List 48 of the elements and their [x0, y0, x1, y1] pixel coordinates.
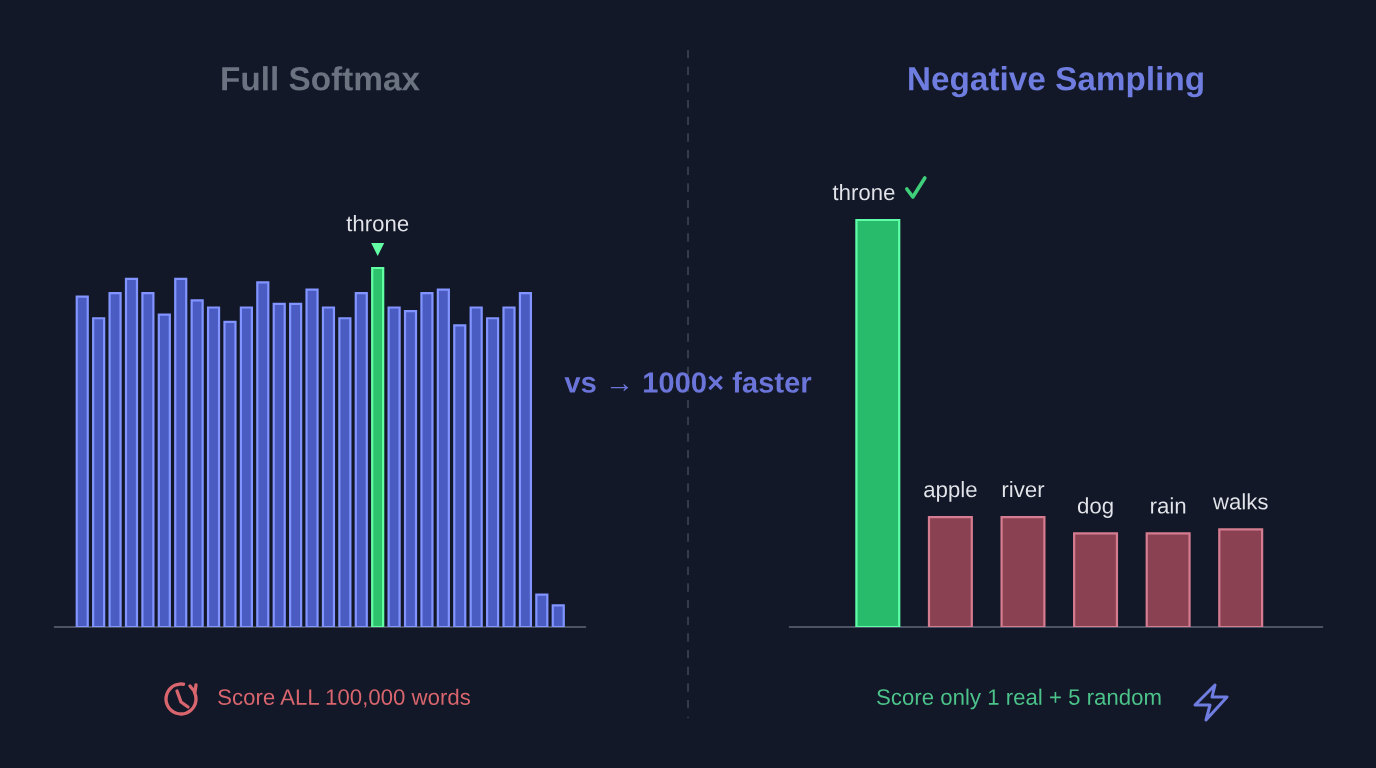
- bar: [927, 516, 973, 627]
- bar: [1145, 532, 1191, 627]
- bar: [321, 306, 336, 627]
- bar: [420, 292, 434, 627]
- x-axis-title: Score ALL 100,000 words: [218, 688, 471, 708]
- x-tick-label: dog: [1077, 497, 1113, 518]
- bar: [436, 288, 450, 627]
- bar: [124, 277, 139, 627]
- bar: [305, 288, 319, 627]
- bar: [354, 292, 368, 627]
- bar: [535, 593, 549, 627]
- x-tick-label: throne: [346, 215, 409, 232]
- bar: [1000, 516, 1046, 627]
- x-tick-label: throne: [832, 183, 895, 201]
- bar: [403, 309, 418, 627]
- bar: [256, 281, 270, 627]
- bar: [338, 317, 352, 627]
- bar: [387, 306, 401, 627]
- x-axis-title: Score only 1 real + 5 random: [877, 688, 1161, 710]
- x-tick-label: rain: [1151, 497, 1186, 514]
- chart-title: Full Softmax: [222, 66, 420, 91]
- bar: [174, 277, 188, 627]
- bar: [223, 320, 237, 627]
- bar: [190, 299, 204, 627]
- bar: [108, 292, 122, 627]
- x-tick-label: apple: [924, 481, 977, 502]
- bar: [239, 306, 253, 627]
- bar: [453, 324, 467, 627]
- bar: [272, 302, 286, 627]
- bar: [1073, 532, 1119, 627]
- bar: [289, 302, 303, 627]
- x-tick-label: river: [1002, 481, 1045, 498]
- chart-title: Negative Sampling: [909, 66, 1203, 98]
- bar: [855, 218, 901, 627]
- bar: [469, 306, 483, 627]
- bar: [92, 317, 106, 627]
- annotation: vs → 1000× faster: [564, 371, 812, 393]
- bar: [485, 317, 500, 627]
- bar: [206, 306, 221, 627]
- bar: [75, 295, 89, 627]
- bar: [157, 313, 171, 627]
- x-tick-label: walks: [1212, 493, 1268, 510]
- bar: [502, 306, 516, 627]
- bar: [371, 266, 385, 627]
- bar: [518, 292, 533, 627]
- bar: [551, 604, 565, 627]
- bar: [1218, 528, 1264, 627]
- bar: [141, 292, 155, 627]
